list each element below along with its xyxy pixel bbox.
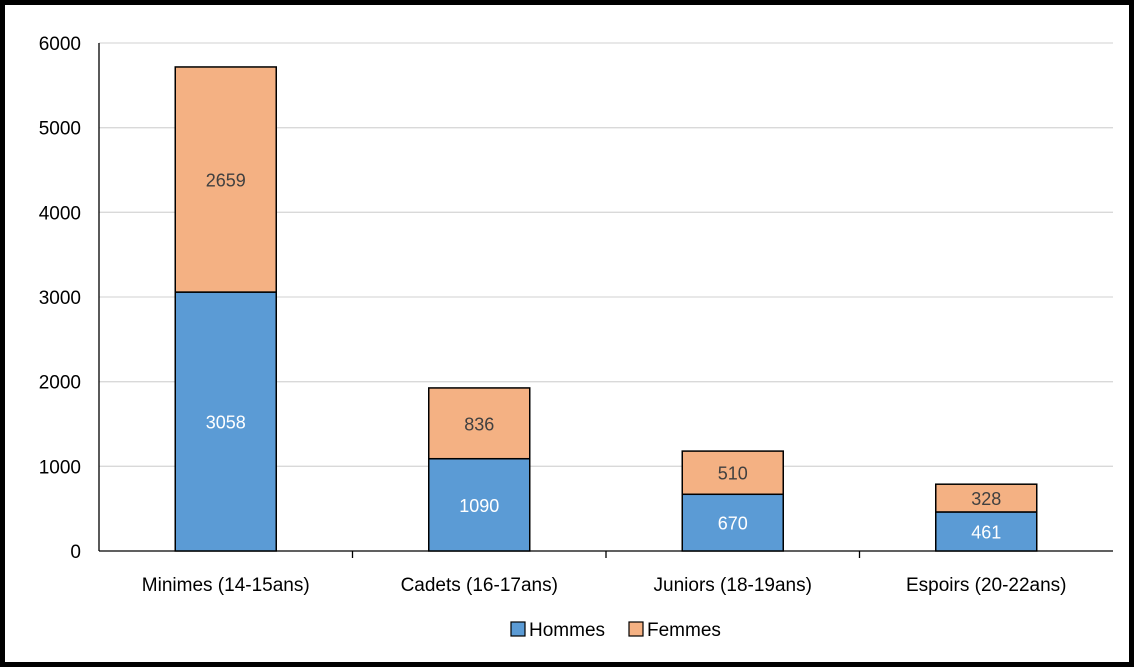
bar-femmes — [428, 387, 531, 460]
legend-label: Hommes — [529, 620, 605, 641]
y-tick-label: 5000 — [39, 119, 81, 140]
x-tick-label: Juniors (18-19ans) — [654, 575, 812, 596]
data-label: 510 — [718, 464, 748, 484]
y-tick-label: 1000 — [39, 457, 81, 478]
y-tick-label: 4000 — [39, 203, 81, 224]
bar-femmes — [174, 66, 277, 293]
data-label: 2659 — [206, 171, 246, 191]
chart-svg: 0 1000 2000 3000 4000 5000 6000 Minimes (14-15a… — [39, 34, 1113, 641]
legend-label: Femmes — [647, 620, 721, 641]
data-label: 461 — [971, 522, 1001, 542]
y-tick-label: 6000 — [39, 34, 81, 55]
legend-swatch — [510, 621, 526, 637]
x-tick-label: Cadets (16-17ans) — [401, 575, 558, 596]
y-tick-label: 3000 — [39, 288, 81, 309]
data-label: 836 — [464, 414, 494, 434]
data-labels: 3058 2659 1090 836 670 510 461 328 — [206, 171, 1002, 543]
x-tick-label: Espoirs (20-22ans) — [906, 575, 1067, 596]
x-tick-label: Minimes (14-15ans) — [142, 575, 310, 596]
data-label: 328 — [971, 489, 1001, 509]
data-label: 1090 — [459, 496, 499, 516]
y-tick-label: 2000 — [39, 373, 81, 394]
data-label: 670 — [718, 514, 748, 534]
bar-hommes — [174, 291, 277, 552]
legend: Hommes Femmes — [510, 620, 721, 641]
bar-femmes — [681, 450, 784, 496]
legend-swatch — [628, 621, 644, 637]
data-label: 3058 — [206, 413, 246, 433]
bar-hommes — [428, 457, 531, 552]
bar-hommes — [935, 511, 1038, 552]
bars — [174, 66, 1038, 552]
bar-hommes — [681, 493, 784, 552]
y-tick-label: 0 — [70, 542, 81, 563]
bar-femmes — [935, 483, 1038, 513]
